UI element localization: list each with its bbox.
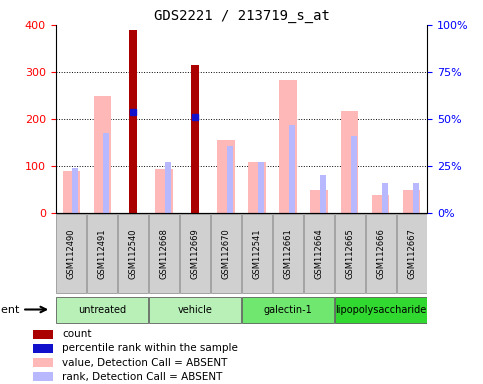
Text: GSM112540: GSM112540 xyxy=(128,228,138,279)
Bar xyxy=(311,190,327,213)
Bar xyxy=(156,169,172,213)
Bar xyxy=(129,30,137,213)
FancyBboxPatch shape xyxy=(56,297,148,323)
Bar xyxy=(33,344,53,353)
FancyBboxPatch shape xyxy=(149,214,179,293)
Text: count: count xyxy=(62,329,91,339)
FancyBboxPatch shape xyxy=(180,214,210,293)
Bar xyxy=(191,65,199,213)
FancyBboxPatch shape xyxy=(397,214,427,293)
Text: GSM112490: GSM112490 xyxy=(67,228,75,279)
FancyBboxPatch shape xyxy=(149,297,241,323)
Bar xyxy=(248,162,266,213)
FancyBboxPatch shape xyxy=(304,214,334,293)
Bar xyxy=(227,146,233,213)
Bar xyxy=(320,175,327,213)
Bar xyxy=(33,330,53,339)
Text: lipopolysaccharide: lipopolysaccharide xyxy=(335,305,426,314)
Text: GSM112665: GSM112665 xyxy=(345,228,355,279)
FancyBboxPatch shape xyxy=(118,214,148,293)
Bar xyxy=(351,136,357,213)
Bar xyxy=(165,162,171,213)
FancyBboxPatch shape xyxy=(335,214,365,293)
Text: rank, Detection Call = ABSENT: rank, Detection Call = ABSENT xyxy=(62,372,222,382)
Text: GSM112670: GSM112670 xyxy=(222,228,230,279)
Bar xyxy=(103,133,110,213)
FancyBboxPatch shape xyxy=(366,214,396,293)
Text: GSM112491: GSM112491 xyxy=(98,228,107,279)
Bar xyxy=(62,171,80,213)
Text: vehicle: vehicle xyxy=(178,305,213,314)
FancyBboxPatch shape xyxy=(242,297,334,323)
FancyBboxPatch shape xyxy=(211,214,241,293)
FancyBboxPatch shape xyxy=(242,214,272,293)
Bar xyxy=(217,140,235,213)
Text: percentile rank within the sample: percentile rank within the sample xyxy=(62,343,238,354)
Text: galectin-1: galectin-1 xyxy=(264,305,313,314)
Text: untreated: untreated xyxy=(78,305,126,314)
Text: GSM112661: GSM112661 xyxy=(284,228,293,279)
Title: GDS2221 / 213719_s_at: GDS2221 / 213719_s_at xyxy=(154,8,329,23)
Bar xyxy=(341,111,358,213)
Bar xyxy=(403,190,421,213)
Bar xyxy=(280,80,297,213)
Bar xyxy=(94,96,111,213)
Bar xyxy=(71,169,78,213)
Text: GSM112669: GSM112669 xyxy=(190,228,199,279)
Bar xyxy=(289,125,296,213)
FancyBboxPatch shape xyxy=(273,214,303,293)
Text: agent: agent xyxy=(0,305,19,314)
Bar xyxy=(382,182,388,213)
FancyBboxPatch shape xyxy=(56,214,86,293)
Text: GSM112664: GSM112664 xyxy=(314,228,324,279)
Bar xyxy=(372,195,389,213)
Text: GSM112666: GSM112666 xyxy=(376,228,385,279)
Text: value, Detection Call = ABSENT: value, Detection Call = ABSENT xyxy=(62,358,227,368)
Text: GSM112667: GSM112667 xyxy=(408,228,416,279)
Text: GSM112541: GSM112541 xyxy=(253,228,261,279)
Bar xyxy=(33,372,53,381)
FancyBboxPatch shape xyxy=(87,214,117,293)
Text: GSM112668: GSM112668 xyxy=(159,228,169,279)
Bar xyxy=(412,184,419,213)
Bar xyxy=(257,162,264,213)
Bar xyxy=(33,358,53,367)
FancyBboxPatch shape xyxy=(335,297,427,323)
